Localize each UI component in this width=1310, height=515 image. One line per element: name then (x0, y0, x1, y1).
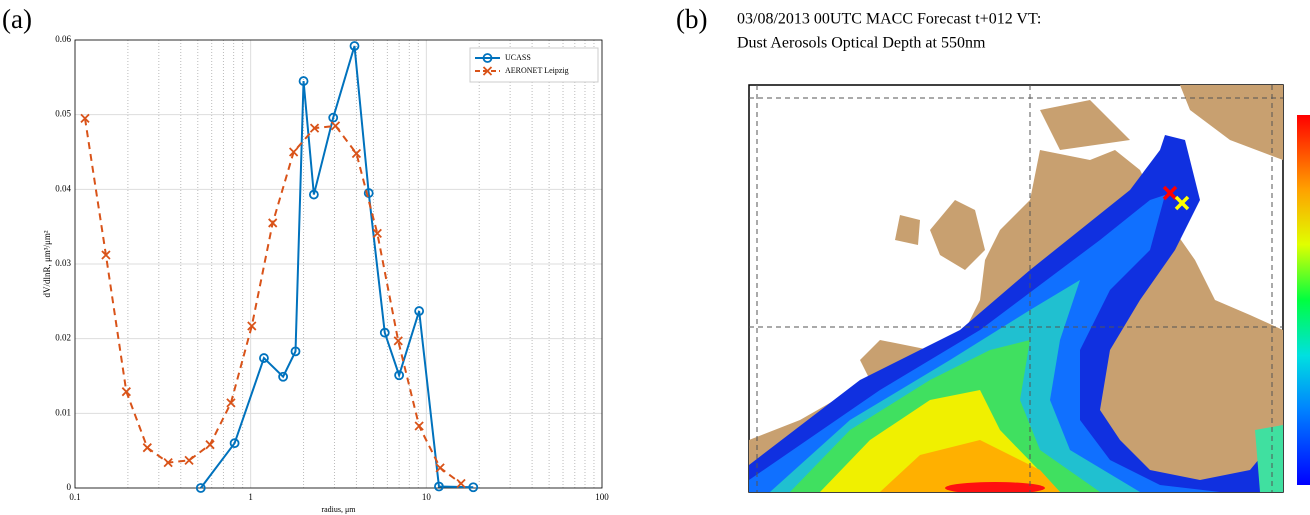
marker (308, 189, 319, 200)
marker (163, 457, 173, 468)
y-tick-label: 0.06 (55, 34, 71, 44)
marker (349, 41, 360, 51)
y-tick-label: 0.02 (55, 333, 71, 343)
marker (205, 440, 215, 450)
y-axis-label: dV/dlnR, μm³/μm² (42, 230, 52, 297)
marker (379, 327, 390, 338)
marker (290, 346, 301, 357)
y-tick-label: 0 (67, 482, 72, 492)
marker (268, 218, 278, 228)
x-tick-label: 1 (248, 492, 253, 502)
marker (142, 443, 152, 453)
marker (434, 481, 444, 492)
marker (184, 455, 194, 466)
marker (80, 113, 90, 124)
marker (229, 438, 240, 449)
marker (121, 387, 131, 397)
marker (278, 371, 289, 382)
legend-label: UCASS (505, 53, 531, 62)
marker (351, 148, 362, 159)
marker (298, 76, 309, 86)
marker (101, 250, 111, 260)
marker (247, 321, 257, 331)
x-tick-label: 10 (422, 492, 432, 502)
marker (414, 421, 424, 431)
marker (456, 478, 466, 489)
marker (330, 121, 341, 131)
marker (414, 306, 425, 316)
marker (393, 336, 403, 346)
series-line (199, 45, 474, 489)
legend-marker (482, 53, 493, 63)
map-title: Dust Aerosols Optical Depth at 550nm (737, 35, 986, 52)
marker (435, 463, 445, 473)
marker (468, 482, 479, 493)
legend-box (469, 47, 599, 83)
x-tick-label: 100 (595, 492, 609, 502)
marker (372, 228, 382, 239)
marker (328, 112, 339, 123)
x-axis-label: radius, μm (321, 505, 356, 514)
marker (226, 398, 236, 408)
legend-label: AERONET Leipzig (505, 66, 569, 75)
marker (288, 147, 299, 157)
marker (394, 370, 405, 381)
marker (259, 353, 269, 363)
marker (363, 188, 374, 198)
panel-label: (a) (2, 4, 32, 34)
x-tick-label: 0.1 (69, 492, 80, 502)
series-line (84, 118, 462, 485)
marker (309, 123, 320, 133)
y-tick-label: 0.03 (55, 258, 71, 268)
map-title: 03/08/2013 00UTC MACC Forecast t+012 VT: (737, 11, 1041, 28)
map (748, 84, 1310, 493)
y-tick-label: 0.01 (55, 407, 71, 417)
y-tick-label: 0.04 (55, 183, 71, 193)
y-tick-label: 0.05 (55, 109, 71, 119)
legend-marker (482, 66, 493, 76)
panel-label: (b) (676, 4, 707, 34)
plot-frame (74, 39, 603, 489)
marker (195, 483, 206, 493)
